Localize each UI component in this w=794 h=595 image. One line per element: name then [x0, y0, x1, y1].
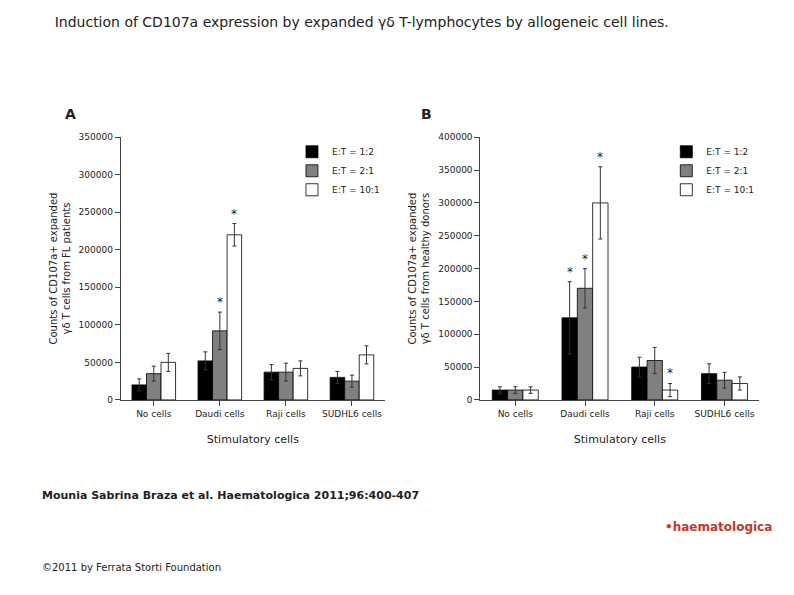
svg-text:E:T = 1:2: E:T = 1:2	[706, 147, 748, 157]
svg-text:Daudi cells: Daudi cells	[560, 409, 610, 419]
svg-text:E:T = 1:2: E:T = 1:2	[332, 147, 374, 157]
svg-text:Counts of CD107a+ expandedγδ T: Counts of CD107a+ expandedγδ T cells fro…	[48, 193, 72, 345]
svg-text:E:T = 10:1: E:T = 10:1	[706, 185, 754, 195]
svg-text:E:T = 2:1: E:T = 2:1	[706, 166, 748, 176]
svg-text:50000: 50000	[84, 358, 113, 368]
svg-text:Stimulatory cells: Stimulatory cells	[574, 433, 666, 446]
svg-text:E:T = 10:1: E:T = 10:1	[332, 185, 380, 195]
svg-text:No cells: No cells	[498, 409, 534, 419]
svg-text:0: 0	[107, 395, 113, 405]
svg-text:*: *	[231, 207, 237, 221]
svg-text:100000: 100000	[79, 320, 114, 330]
svg-text:No cells: No cells	[136, 409, 172, 419]
svg-text:Raji cells: Raji cells	[635, 409, 675, 419]
svg-text:400000: 400000	[438, 132, 473, 142]
svg-text:*: *	[217, 295, 223, 309]
svg-text:©2011 by Ferrata Storti Founda: ©2011 by Ferrata Storti Foundation	[42, 562, 221, 573]
svg-text:100000: 100000	[438, 329, 473, 339]
svg-text:SUDHL6 cells: SUDHL6 cells	[695, 409, 755, 419]
svg-text:*: *	[567, 265, 573, 279]
svg-text:•haematologica: •haematologica	[665, 520, 772, 534]
svg-text:Stimulatory cells: Stimulatory cells	[207, 433, 299, 446]
svg-text:Mounia Sabrina Braza et al. Ha: Mounia Sabrina Braza et al. Haematologic…	[42, 489, 419, 502]
svg-text:SUDHL6 cells: SUDHL6 cells	[322, 409, 382, 419]
svg-text:Daudi cells: Daudi cells	[195, 409, 245, 419]
svg-text:Counts of CD107a+ expandedγδ T: Counts of CD107a+ expandedγδ T cells fro…	[407, 193, 431, 345]
svg-text:250000: 250000	[438, 231, 473, 241]
svg-text:200000: 200000	[438, 264, 473, 274]
svg-text:E:T = 2:1: E:T = 2:1	[332, 166, 374, 176]
svg-text:Raji cells: Raji cells	[266, 409, 306, 419]
svg-text:*: *	[582, 252, 588, 266]
svg-text:350000: 350000	[79, 132, 114, 142]
svg-text:*: *	[597, 150, 603, 164]
svg-text:300000: 300000	[79, 170, 114, 180]
svg-text:A: A	[65, 106, 76, 122]
svg-text:*: *	[667, 366, 673, 380]
svg-text:150000: 150000	[79, 282, 114, 292]
svg-text:200000: 200000	[79, 245, 114, 255]
svg-text:50000: 50000	[444, 362, 473, 372]
svg-text:0: 0	[467, 395, 473, 405]
svg-text:B: B	[421, 106, 432, 122]
svg-text:350000: 350000	[438, 165, 473, 175]
svg-text:Induction of CD107a expression: Induction of CD107a expression by expand…	[55, 14, 669, 30]
svg-text:150000: 150000	[438, 297, 473, 307]
svg-text:300000: 300000	[438, 198, 473, 208]
svg-text:250000: 250000	[79, 207, 114, 217]
